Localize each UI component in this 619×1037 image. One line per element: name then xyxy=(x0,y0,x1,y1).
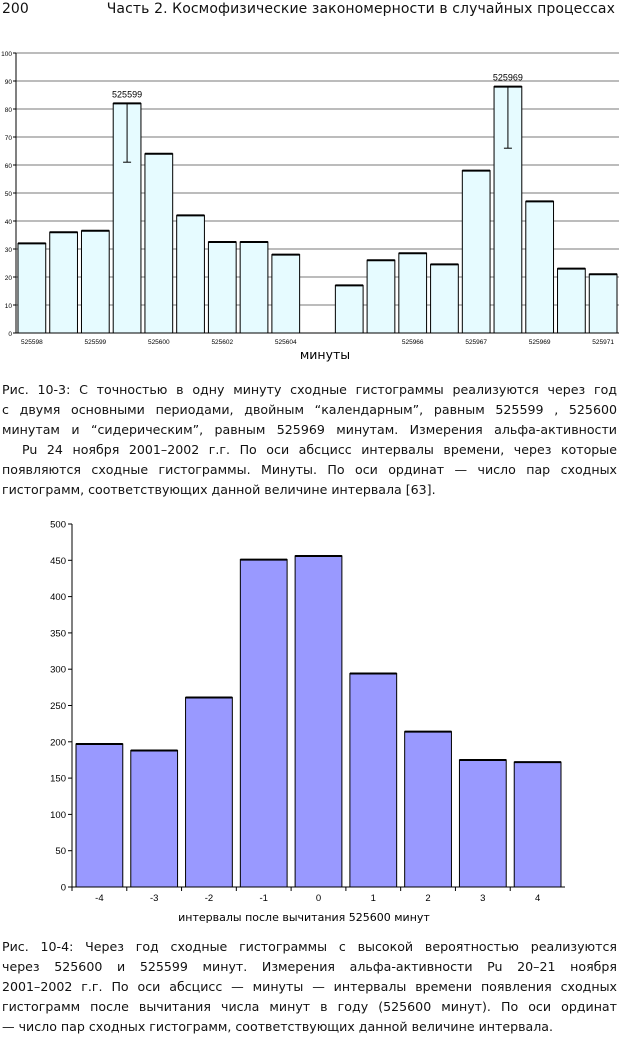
histogram-bar xyxy=(185,697,233,888)
x-tick-label: 2 xyxy=(425,893,430,904)
histogram-bar xyxy=(294,555,343,888)
x-tick-label: 1 xyxy=(371,893,376,904)
histogram-bar xyxy=(404,731,452,888)
x-tick-label: 0 xyxy=(316,893,321,904)
histogram-bar xyxy=(349,673,398,888)
y-tick-label: 250 xyxy=(50,701,66,712)
x-tick-label: 525967 xyxy=(465,339,487,346)
histogram-bar xyxy=(75,743,124,888)
y-tick-label: 60 xyxy=(5,163,13,170)
caption-line: с двумя основными периодами, двойным “ка… xyxy=(2,402,617,417)
caption-line: Pu 24 ноября 2001–2002 г.г. По оси абсци… xyxy=(22,442,617,457)
y-tick-label: 50 xyxy=(55,846,66,857)
histogram-bar xyxy=(525,200,555,334)
y-tick-label: 70 xyxy=(5,135,13,142)
y-tick-label: 150 xyxy=(50,774,66,785)
x-tick-label: 525969 xyxy=(529,339,551,346)
y-tick-label: 90 xyxy=(5,79,13,86)
histogram-bar xyxy=(80,230,110,334)
y-tick-label: 200 xyxy=(50,737,66,748)
y-tick-label: 450 xyxy=(50,556,66,567)
y-tick-label: 50 xyxy=(5,191,13,198)
figure-10-4-caption: Рис. 10-4: Через год сходные гистограммы… xyxy=(2,937,617,1037)
caption-line: минутам и “сидерическим”, равным 525969 … xyxy=(2,422,617,437)
histogram-bar xyxy=(461,170,491,334)
y-tick-label: 10 xyxy=(5,303,13,310)
histogram-bar xyxy=(130,750,179,888)
x-tick-label: 525599 xyxy=(84,339,106,346)
x-tick-label: 525966 xyxy=(402,339,424,346)
y-tick-label: 20 xyxy=(5,275,13,282)
histogram-bar xyxy=(588,273,618,334)
caption-line: Рис. 10-4: Через год сходные гистограммы… xyxy=(2,939,617,954)
y-tick-label: 300 xyxy=(50,665,66,676)
caption-line: появляются сходные гистограммы. Минуты. … xyxy=(2,462,617,477)
x-tick-label: 525598 xyxy=(21,339,43,346)
x-tick-label: -3 xyxy=(150,893,158,904)
caption-line: гистограмм, соответствующих данной велич… xyxy=(2,482,436,497)
histogram-bar xyxy=(207,241,237,334)
histogram-bar xyxy=(239,559,288,888)
figure-10-3-caption: Рис. 10-3: С точностью в одну минуту схо… xyxy=(2,380,617,500)
x-tick-label: 525600 xyxy=(148,339,170,346)
histogram-bar xyxy=(430,263,459,334)
histogram-bar xyxy=(17,242,47,334)
y-tick-label: 30 xyxy=(5,247,13,254)
x-tick-label: -1 xyxy=(259,893,267,904)
x-tick-label: 4 xyxy=(535,893,540,904)
page-number: 200 xyxy=(2,1,29,17)
y-tick-label: 80 xyxy=(5,107,13,114)
caption-line: гистограмм после вычитания числа минут в… xyxy=(2,999,617,1014)
y-tick-label: 0 xyxy=(8,331,12,338)
histogram-bar xyxy=(271,254,301,334)
x-tick-label: 525971 xyxy=(592,339,614,346)
x-tick-label: 525602 xyxy=(211,339,233,346)
histogram-bar xyxy=(398,252,428,334)
histogram-bar xyxy=(366,259,396,334)
running-title: Часть 2. Космофизические закономерности … xyxy=(106,1,615,17)
y-tick-label: 400 xyxy=(50,592,66,603)
histogram-bar xyxy=(176,214,205,334)
figure-10-4-histogram: 0 50 100 150 200 250 300 350 400 450 500 -4 -3 -2 -1 0 1… xyxy=(50,520,565,924)
x-axis-title: интервалы после вычитания 525600 минут xyxy=(178,911,430,924)
y-tick-label: 40 xyxy=(5,219,13,226)
peak-annotation: 525969 xyxy=(493,73,523,83)
caption-line: через 525600 и 525599 минут. Измерения а… xyxy=(2,959,617,974)
x-tick-label: -2 xyxy=(205,893,213,904)
x-tick-label: 525604 xyxy=(275,339,297,346)
x-axis-title: минуты xyxy=(300,347,350,362)
histogram-bar xyxy=(458,759,507,888)
caption-line: — число пар сходных гистограмм, соответс… xyxy=(2,1019,554,1034)
histogram-bar xyxy=(557,268,586,334)
y-tick-label: 100 xyxy=(1,51,12,58)
y-tick-label: 0 xyxy=(61,883,66,894)
y-tick-label: 500 xyxy=(50,520,66,531)
caption-line: Рис. 10-3: С точностью в одну минуту схо… xyxy=(2,382,617,397)
x-tick-label: 3 xyxy=(480,893,485,904)
histogram-bar xyxy=(334,284,364,334)
histogram-bar xyxy=(239,241,269,334)
x-tick-label: -4 xyxy=(95,893,103,904)
histogram-bar xyxy=(513,761,562,888)
y-tick-label: 100 xyxy=(50,810,66,821)
caption-line: 2001–2002 г.г. По оси абсцисс — минуты —… xyxy=(2,979,617,994)
figure-10-3-histogram: 0 10 20 30 40 50 60 70 80 90 100 525599 525969 525598… xyxy=(1,51,619,362)
peak-annotation: 525599 xyxy=(112,89,142,99)
histogram-bar xyxy=(144,153,174,334)
page-header: 200 Часть 2. Космофизические закономерно… xyxy=(0,0,619,26)
histogram-bar xyxy=(49,231,78,334)
y-tick-label: 350 xyxy=(50,628,66,639)
